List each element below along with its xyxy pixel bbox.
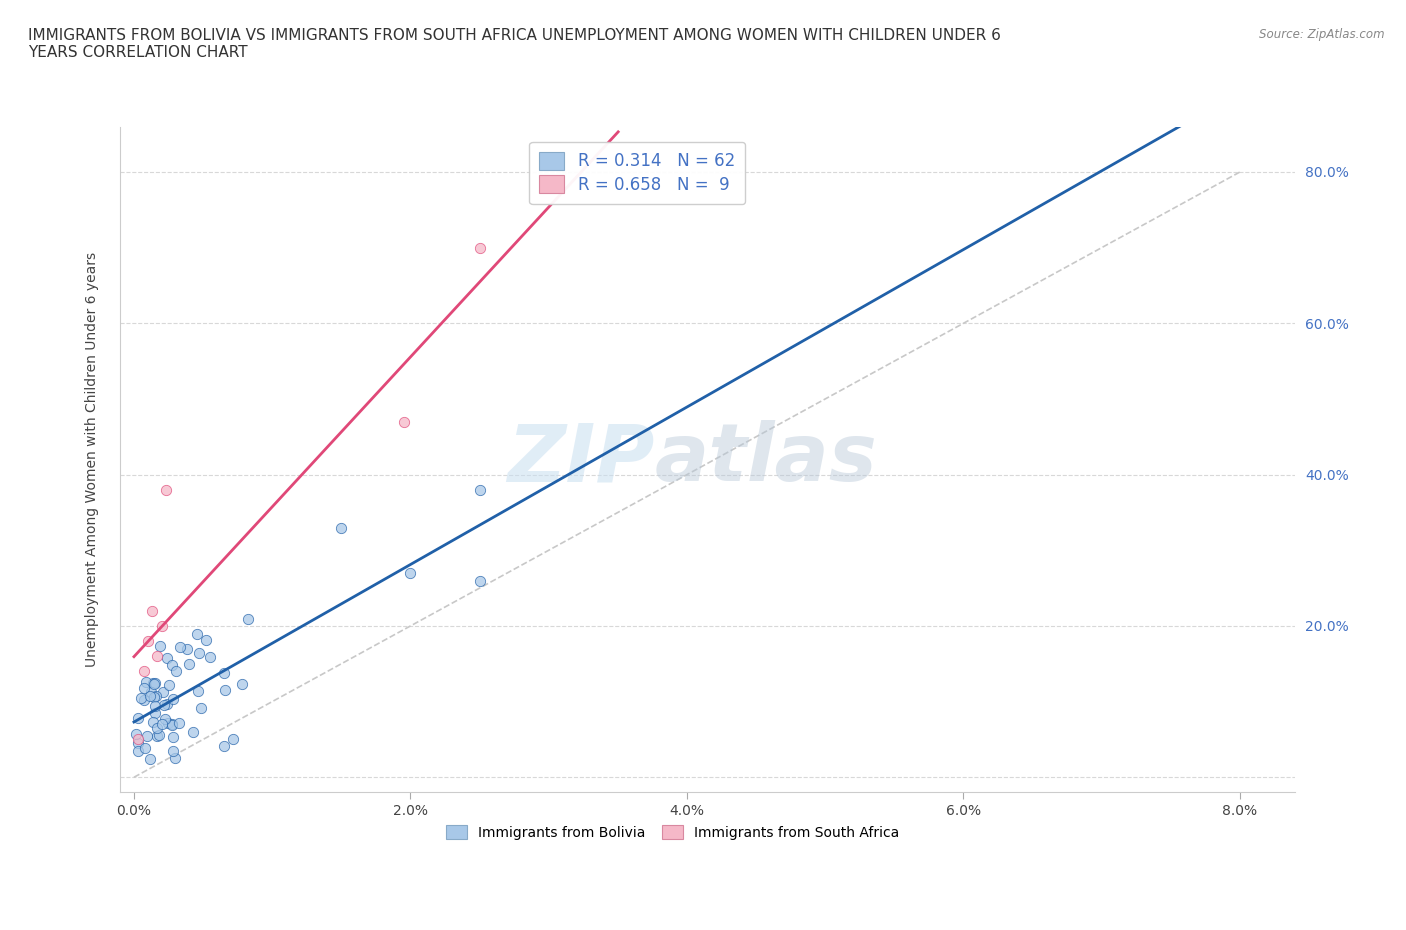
Point xyxy=(136,633,159,648)
Text: IMMIGRANTS FROM BOLIVIA VS IMMIGRANTS FROM SOUTH AFRICA UNEMPLOYMENT AMONG WOMEN: IMMIGRANTS FROM BOLIVIA VS IMMIGRANTS FR… xyxy=(28,28,1001,60)
Point xyxy=(141,604,163,618)
Point xyxy=(186,627,208,642)
Point xyxy=(145,688,167,703)
Point xyxy=(139,684,162,699)
Point xyxy=(468,573,491,588)
Point xyxy=(165,664,187,679)
Point xyxy=(392,414,415,429)
Point xyxy=(132,664,155,679)
Text: ZIP: ZIP xyxy=(508,420,655,498)
Point xyxy=(468,240,491,255)
Point xyxy=(139,751,162,766)
Point xyxy=(399,565,422,580)
Point xyxy=(160,716,183,731)
Point xyxy=(200,649,222,664)
Point xyxy=(167,715,190,730)
Point xyxy=(142,714,165,729)
Point xyxy=(135,729,157,744)
Point xyxy=(236,611,259,626)
Point xyxy=(145,705,167,720)
Point xyxy=(214,738,236,753)
Point xyxy=(156,715,179,730)
Point xyxy=(212,666,235,681)
Point xyxy=(162,730,184,745)
Point xyxy=(139,688,162,703)
Point xyxy=(468,483,491,498)
Point xyxy=(231,676,253,691)
Y-axis label: Unemployment Among Women with Children Under 6 years: Unemployment Among Women with Children U… xyxy=(86,252,100,667)
Point xyxy=(176,642,198,657)
Point xyxy=(155,483,177,498)
Point xyxy=(150,618,173,633)
Point xyxy=(221,732,243,747)
Point xyxy=(134,741,156,756)
Point xyxy=(159,678,181,693)
Text: Source: ZipAtlas.com: Source: ZipAtlas.com xyxy=(1260,28,1385,41)
Point xyxy=(149,639,172,654)
Point xyxy=(163,751,186,765)
Point xyxy=(155,711,177,726)
Point xyxy=(127,744,149,759)
Point xyxy=(152,684,174,699)
Point xyxy=(142,675,165,690)
Point xyxy=(188,645,211,660)
Point xyxy=(148,727,170,742)
Point xyxy=(156,651,179,666)
Point xyxy=(132,681,155,696)
Point xyxy=(160,717,183,732)
Point xyxy=(155,697,177,711)
Point xyxy=(127,732,149,747)
Point xyxy=(127,711,149,726)
Point xyxy=(162,743,184,758)
Point xyxy=(162,692,184,707)
Point xyxy=(150,716,173,731)
Text: atlas: atlas xyxy=(655,420,877,498)
Point xyxy=(125,726,148,741)
Point xyxy=(153,698,176,712)
Point xyxy=(127,735,149,750)
Point xyxy=(194,632,217,647)
Point xyxy=(135,674,157,689)
Legend: Immigrants from Bolivia, Immigrants from South Africa: Immigrants from Bolivia, Immigrants from… xyxy=(440,819,904,845)
Point xyxy=(181,724,204,739)
Point xyxy=(190,700,212,715)
Point xyxy=(143,690,166,705)
Point xyxy=(214,683,236,698)
Point xyxy=(186,684,208,698)
Point xyxy=(146,729,169,744)
Point xyxy=(169,640,191,655)
Point xyxy=(132,693,155,708)
Point xyxy=(143,676,166,691)
Point xyxy=(146,720,169,735)
Point xyxy=(146,649,169,664)
Point xyxy=(160,658,183,672)
Point xyxy=(145,676,167,691)
Point xyxy=(143,698,166,713)
Point xyxy=(330,520,353,535)
Point xyxy=(179,657,201,671)
Point xyxy=(129,690,152,705)
